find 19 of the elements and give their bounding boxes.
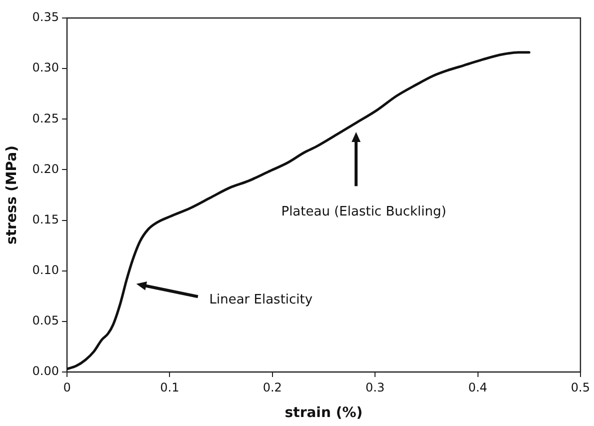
line-series [67, 51, 530, 370]
y-tick-label: 0.05 [32, 314, 59, 328]
y-tick-label: 0.15 [32, 212, 59, 226]
y-tick-label: 0.10 [32, 262, 59, 277]
x-tick-label: 0.4 [468, 380, 488, 394]
x-tick-label: 0.5 [570, 380, 590, 394]
y-tick-label: 0.25 [32, 111, 59, 126]
annotation: Plateau (Elastic Buckling) [281, 204, 446, 220]
y-axis-title: stress (MPa) [4, 145, 20, 245]
x-tick-label: 0.1 [160, 380, 180, 394]
x-tick-label: 0.2 [262, 380, 282, 394]
x-tick-label: 0 [63, 380, 71, 394]
annotation: Linear Elasticity [209, 292, 313, 308]
y-tick-label: 0.30 [32, 60, 59, 75]
x-axis-title: strain (%) [284, 405, 363, 422]
y-tick-label: 0.20 [32, 162, 59, 176]
y-tick-label: 0.35 [32, 10, 59, 24]
x-tick-label: 0.3 [366, 380, 385, 394]
y-tick-label: 0.00 [32, 364, 59, 378]
